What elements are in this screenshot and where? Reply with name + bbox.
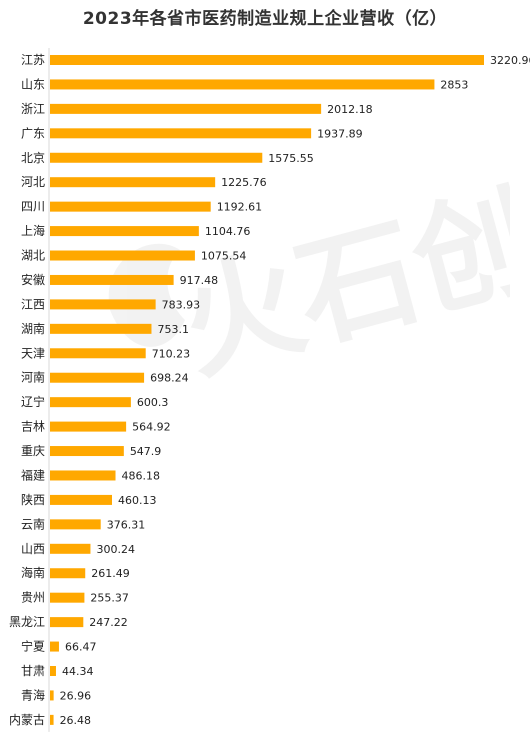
bar (50, 103, 322, 114)
category-label: 内蒙古 (9, 712, 45, 727)
data-label: 247.22 (89, 616, 128, 629)
data-label: 26.96 (60, 689, 92, 702)
category-label: 天津 (21, 346, 45, 360)
data-label: 66.47 (65, 641, 97, 654)
bar (50, 348, 146, 359)
category-label: 重庆 (21, 444, 45, 458)
category-label: 陕西 (21, 492, 45, 507)
bar (50, 494, 112, 505)
data-label: 1104.76 (205, 225, 251, 238)
bar (50, 152, 263, 163)
data-label: 376.31 (107, 518, 146, 531)
data-label: 1575.55 (268, 152, 314, 165)
category-label: 福建 (21, 467, 45, 482)
bar (50, 55, 484, 65)
category-label: 山东 (21, 77, 45, 91)
category-label: 上海 (21, 223, 45, 238)
data-label: 300.24 (96, 543, 135, 556)
bar (50, 470, 116, 481)
bar (50, 201, 211, 212)
category-label: 云南 (21, 516, 45, 531)
data-label: 1075.54 (201, 250, 247, 263)
bar (50, 446, 124, 457)
data-label: 1937.89 (317, 127, 363, 140)
bar (50, 666, 56, 676)
bar (50, 397, 131, 408)
category-label: 湖南 (21, 321, 45, 336)
bar (50, 79, 435, 90)
category-label: 江苏 (21, 53, 45, 67)
data-label: 564.92 (132, 421, 171, 434)
category-label: 青海 (21, 687, 45, 702)
data-label: 753.1 (157, 323, 189, 336)
data-label: 2853 (440, 78, 468, 91)
bar (50, 690, 54, 701)
bar (50, 128, 312, 139)
category-label: 辽宁 (21, 394, 45, 409)
category-label: 宁夏 (21, 639, 45, 654)
data-label: 783.93 (162, 298, 201, 311)
data-label: 917.48 (180, 274, 219, 287)
data-label: 1192.61 (217, 201, 263, 214)
bar (50, 617, 84, 628)
category-label: 河南 (21, 370, 45, 385)
category-label: 黑龙江 (9, 615, 45, 629)
bar (50, 250, 195, 261)
data-label: 600.3 (137, 396, 169, 409)
data-label: 26.48 (60, 714, 92, 727)
category-label: 安徽 (21, 272, 45, 287)
bar (50, 519, 101, 530)
data-label: 547.9 (130, 445, 162, 458)
data-label: 261.49 (91, 567, 129, 580)
category-label: 山西 (21, 542, 45, 556)
bar (50, 226, 199, 237)
data-label: 255.37 (90, 592, 129, 605)
bar (50, 568, 86, 579)
category-label: 河北 (21, 175, 45, 189)
bar (50, 299, 156, 310)
bar (50, 372, 145, 383)
data-label: 2012.18 (327, 103, 373, 116)
bar (50, 421, 127, 432)
bar (50, 543, 91, 554)
bar (50, 323, 152, 334)
bar (50, 274, 174, 285)
category-label: 湖北 (21, 248, 45, 263)
bar (50, 714, 54, 725)
bar (50, 592, 85, 603)
category-label: 甘肃 (21, 664, 45, 678)
category-label: 贵州 (21, 591, 45, 605)
bar (50, 177, 216, 188)
category-label: 广东 (21, 126, 45, 140)
category-label: 吉林 (21, 420, 45, 434)
data-label: 1225.76 (221, 176, 267, 189)
category-label: 浙江 (21, 102, 45, 116)
bar (50, 641, 59, 652)
data-label: 44.34 (62, 665, 94, 678)
chart-title: 2023年各省市医药制造业规上企业营收（亿） (82, 9, 448, 29)
category-label: 北京 (21, 151, 45, 165)
category-label: 四川 (21, 200, 45, 214)
category-label: 江西 (21, 297, 45, 311)
data-label: 460.13 (118, 494, 157, 507)
data-label: 3220.96 (490, 54, 530, 67)
data-label: 486.18 (122, 469, 161, 482)
category-label: 海南 (21, 565, 45, 580)
data-label: 698.24 (150, 372, 189, 385)
data-label: 710.23 (152, 347, 191, 360)
